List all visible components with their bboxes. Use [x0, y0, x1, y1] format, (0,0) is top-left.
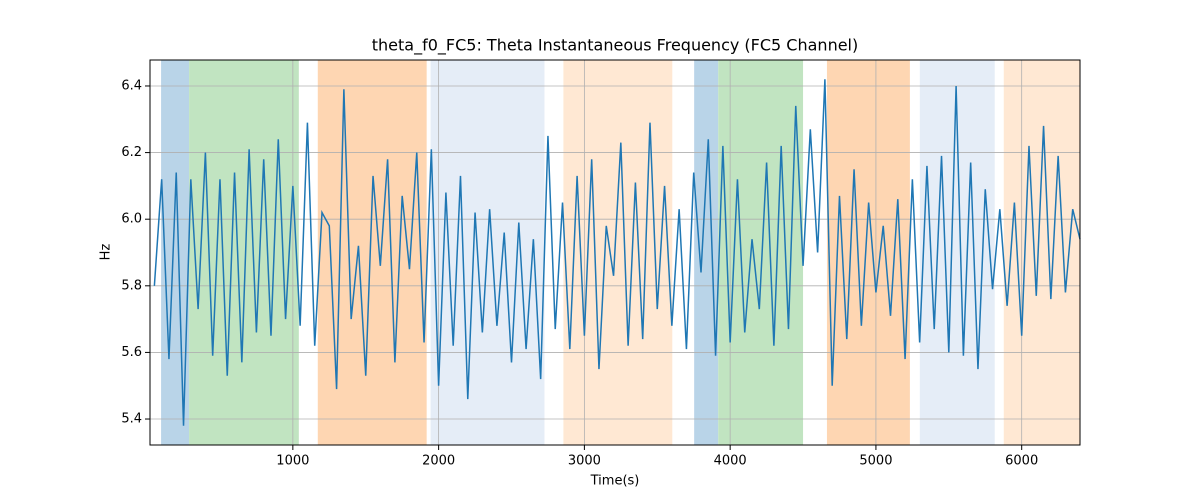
chart-title: theta_f0_FC5: Theta Instantaneous Freque… — [372, 36, 858, 56]
x-tick-label: 2000 — [422, 454, 455, 469]
x-axis-label: Time(s) — [590, 474, 640, 489]
x-tick-label: 6000 — [1005, 454, 1038, 469]
shaded-region — [718, 60, 804, 445]
shaded-region — [826, 60, 910, 445]
x-tick-label: 5000 — [859, 454, 892, 469]
y-tick-label: 5.8 — [121, 278, 142, 293]
data-line — [153, 79, 1081, 426]
y-tick-label: 6.2 — [121, 145, 142, 160]
y-tick-label: 6.4 — [121, 78, 142, 93]
shaded-region — [189, 60, 299, 445]
y-tick-label: 6.0 — [121, 212, 142, 227]
y-tick-label: 5.4 — [121, 412, 142, 427]
shaded-region — [563, 60, 673, 445]
x-tick-label: 3000 — [568, 454, 601, 469]
y-tick-label: 5.6 — [121, 345, 142, 360]
y-axis-label: Hz — [99, 244, 114, 261]
shaded-region — [694, 60, 719, 445]
x-tick-label: 4000 — [714, 454, 747, 469]
plot-frame — [149, 59, 1081, 446]
x-tick-label: 1000 — [276, 454, 309, 469]
